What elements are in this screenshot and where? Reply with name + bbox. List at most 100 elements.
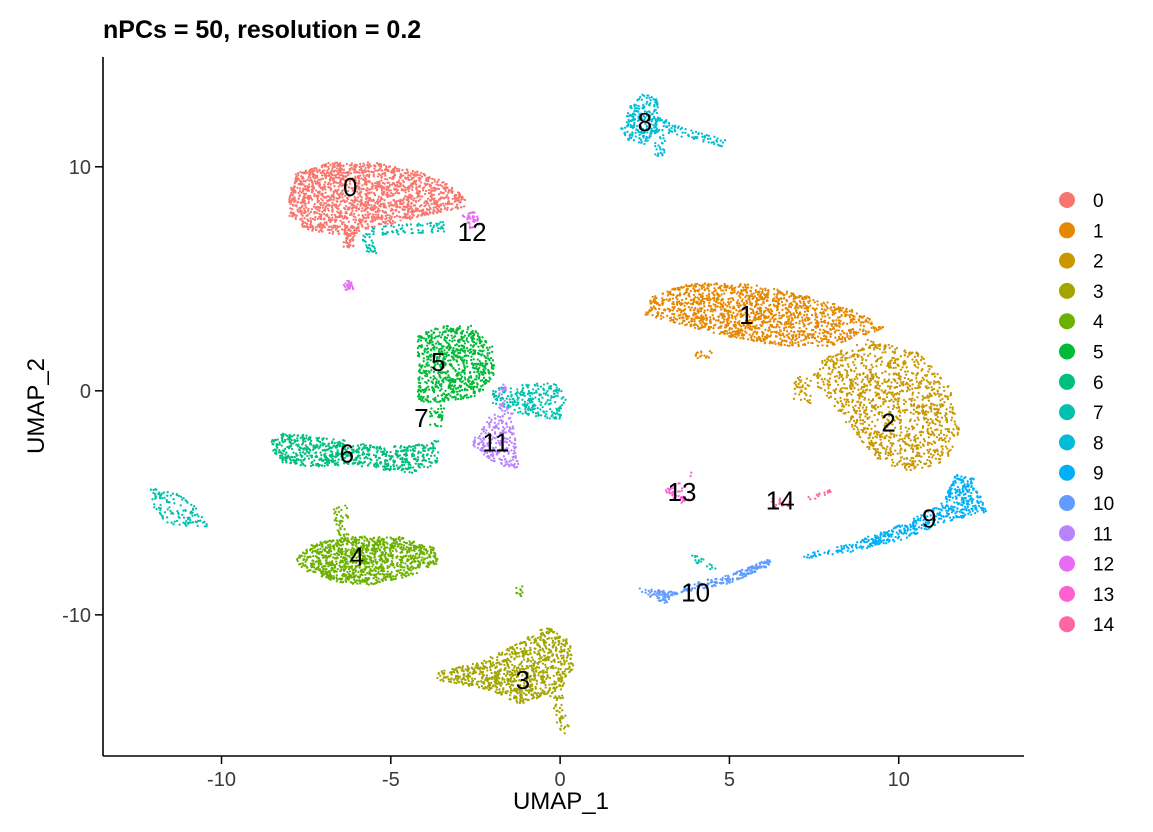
data-point — [420, 204, 423, 207]
data-point — [871, 366, 874, 369]
data-point — [852, 419, 856, 423]
data-point — [374, 182, 377, 185]
data-point — [690, 129, 693, 132]
data-point — [947, 385, 950, 388]
data-point — [358, 218, 361, 221]
data-point — [338, 174, 342, 177]
data-point — [420, 171, 423, 175]
data-point — [861, 385, 864, 389]
data-point — [315, 174, 319, 177]
data-point — [350, 204, 353, 207]
data-point — [841, 306, 845, 310]
data-point — [437, 192, 441, 196]
data-point — [359, 204, 362, 207]
data-point — [729, 300, 733, 303]
data-point — [876, 448, 879, 451]
data-point — [694, 130, 698, 134]
data-point — [895, 434, 898, 437]
data-point — [894, 392, 897, 396]
data-point — [344, 205, 348, 208]
data-point — [441, 202, 445, 205]
data-point — [759, 317, 762, 321]
data-point — [341, 183, 344, 186]
data-point — [375, 188, 379, 192]
data-point — [928, 441, 931, 445]
data-point — [937, 411, 940, 415]
data-point — [437, 208, 440, 211]
data-point — [450, 202, 454, 205]
data-point — [678, 294, 682, 297]
data-point — [822, 310, 825, 314]
data-point — [790, 303, 794, 306]
data-point — [841, 335, 844, 339]
data-point — [859, 394, 862, 397]
data-point — [340, 215, 344, 218]
data-point — [888, 385, 892, 388]
data-point — [859, 324, 862, 327]
data-point — [419, 181, 423, 184]
data-point — [753, 295, 757, 298]
data-point — [720, 293, 723, 296]
data-point — [857, 431, 861, 434]
data-point — [951, 406, 954, 409]
data-point — [742, 286, 745, 289]
data-point — [658, 146, 662, 149]
data-point — [800, 389, 803, 392]
data-point — [792, 397, 796, 400]
data-point — [798, 332, 801, 336]
data-point — [395, 209, 398, 212]
data-point — [918, 459, 921, 463]
data-point — [345, 288, 348, 291]
data-point — [654, 108, 657, 112]
data-point — [720, 331, 723, 334]
data-point — [868, 441, 871, 444]
data-point — [913, 355, 917, 359]
data-point — [797, 382, 800, 386]
data-point — [820, 324, 824, 327]
data-point — [360, 223, 363, 227]
data-point — [323, 225, 326, 229]
data-point — [430, 202, 433, 206]
data-point — [436, 180, 439, 183]
data-point — [462, 205, 466, 208]
data-point — [823, 359, 827, 362]
data-point — [301, 222, 305, 225]
data-point — [472, 218, 475, 221]
data-point — [710, 283, 713, 286]
data-point — [815, 322, 819, 325]
data-point — [669, 129, 672, 133]
data-point — [858, 416, 862, 419]
data-point — [368, 181, 371, 184]
data-point — [320, 218, 323, 221]
data-point — [813, 309, 817, 312]
data-point — [336, 225, 340, 229]
data-point — [712, 327, 715, 330]
data-point — [925, 374, 929, 377]
data-point — [356, 203, 359, 206]
data-point — [912, 372, 915, 375]
data-point — [714, 323, 717, 326]
data-point — [379, 216, 383, 220]
data-point — [675, 309, 679, 313]
data-point — [710, 141, 713, 144]
data-point — [364, 240, 367, 243]
data-point — [420, 195, 424, 198]
data-point — [335, 167, 339, 170]
data-point — [721, 316, 724, 320]
data-point — [805, 327, 808, 330]
data-point — [799, 386, 802, 389]
data-point — [865, 431, 868, 434]
data-point — [694, 306, 697, 310]
data-point — [334, 215, 337, 218]
data-point — [289, 186, 293, 190]
data-point — [341, 196, 344, 199]
data-point — [919, 382, 923, 385]
data-point — [931, 431, 935, 435]
data-point — [668, 308, 671, 311]
data-point — [778, 311, 781, 314]
data-point — [729, 297, 733, 300]
data-point — [661, 303, 664, 306]
data-point — [440, 225, 443, 228]
data-point — [670, 126, 673, 130]
data-point — [731, 297, 734, 300]
